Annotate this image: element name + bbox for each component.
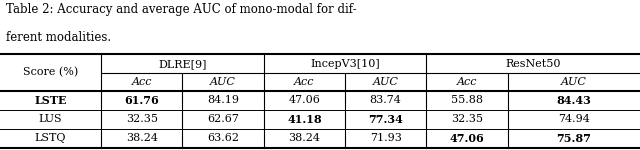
Text: 75.87: 75.87 [556,133,591,144]
Text: LUS: LUS [39,114,62,124]
Text: 55.88: 55.88 [451,95,483,105]
Text: LSTQ: LSTQ [35,133,67,143]
Text: 32.35: 32.35 [451,114,483,124]
Text: 74.94: 74.94 [558,114,589,124]
Text: AUC: AUC [561,77,587,87]
Text: DLRE[9]: DLRE[9] [158,59,207,69]
Text: 83.74: 83.74 [370,95,401,105]
Text: 32.35: 32.35 [125,114,157,124]
Text: AUC: AUC [372,77,399,87]
Text: Score (%): Score (%) [23,67,78,78]
Text: 47.06: 47.06 [449,133,484,144]
Text: AUC: AUC [210,77,236,87]
Text: ferent modalities.: ferent modalities. [6,31,111,44]
Text: 47.06: 47.06 [289,95,320,105]
Text: 71.93: 71.93 [370,133,401,143]
Text: Acc: Acc [294,77,315,87]
Text: Acc: Acc [131,77,152,87]
Text: 61.76: 61.76 [124,94,159,106]
Text: 38.24: 38.24 [289,133,321,143]
Text: Acc: Acc [456,77,477,87]
Text: 38.24: 38.24 [125,133,157,143]
Text: 62.67: 62.67 [207,114,239,124]
Text: LSTE: LSTE [35,94,67,106]
Text: 84.19: 84.19 [207,95,239,105]
Text: 41.18: 41.18 [287,114,322,124]
Text: 84.43: 84.43 [556,94,591,106]
Text: 63.62: 63.62 [207,133,239,143]
Text: ResNet50: ResNet50 [506,59,561,69]
Text: 77.34: 77.34 [368,114,403,124]
Text: IncepV3[10]: IncepV3[10] [310,59,380,69]
Text: Table 2: Accuracy and average AUC of mono-modal for dif-: Table 2: Accuracy and average AUC of mon… [6,3,357,16]
